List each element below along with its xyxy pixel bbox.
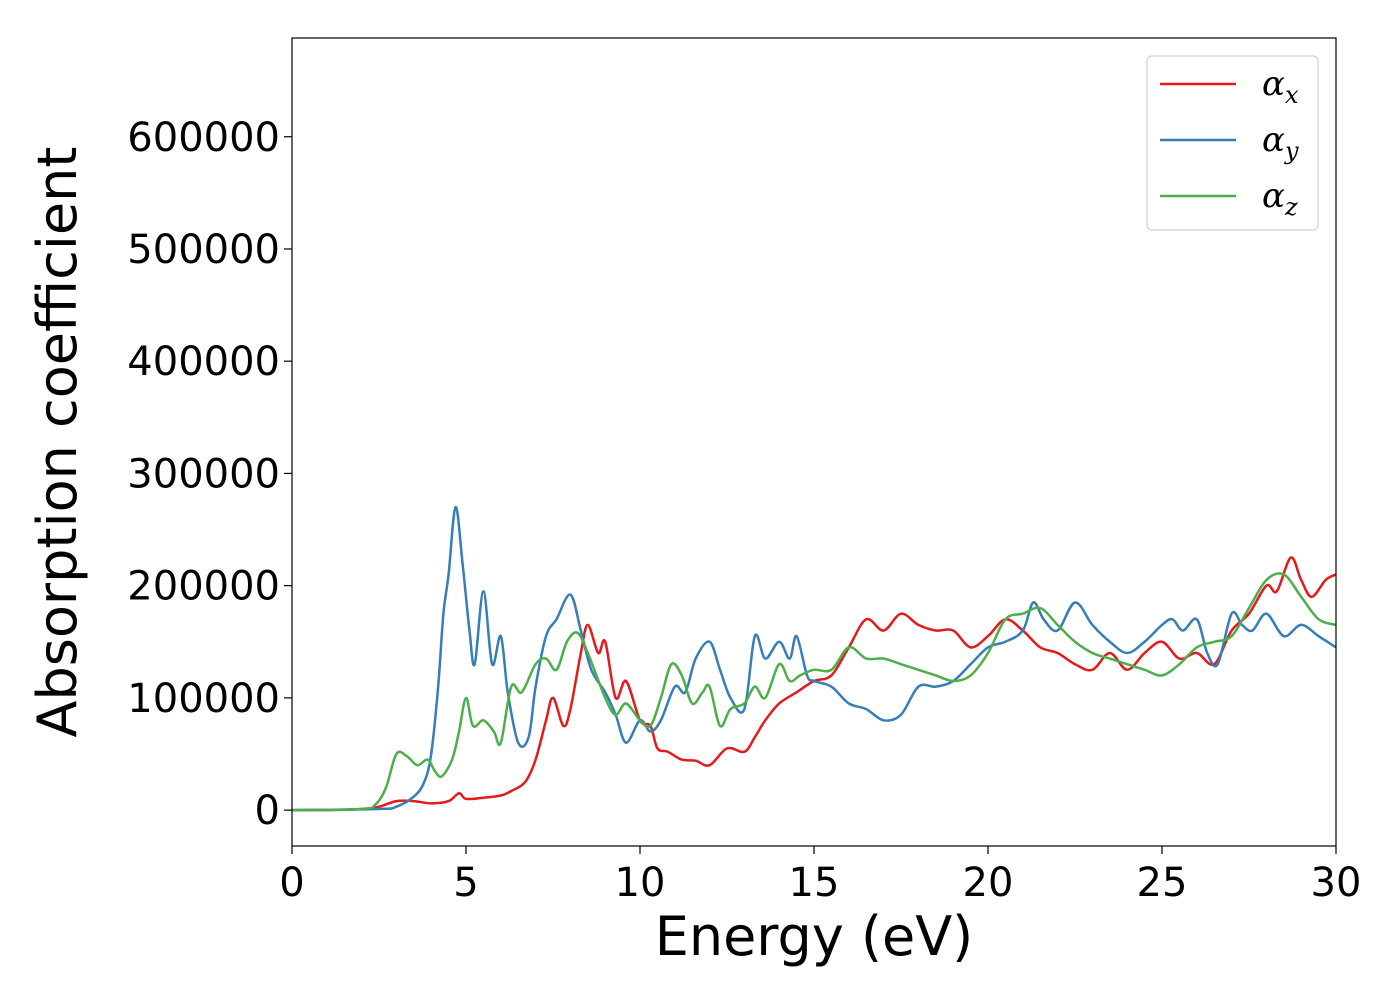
y-tick-label: 300000 <box>127 451 280 497</box>
x-tick-label: 5 <box>453 860 478 906</box>
legend-subscript: x <box>1285 81 1299 109</box>
legend-subscript: y <box>1284 137 1299 165</box>
y-tick-label: 100000 <box>127 676 280 722</box>
y-tick-label: 400000 <box>127 339 280 385</box>
series-layer <box>292 505 1336 812</box>
y-tick-label: 600000 <box>127 115 280 161</box>
x-axis-ticks: 0 5 10 15 20 25 30 <box>279 846 1361 906</box>
x-tick-label: 10 <box>615 860 666 906</box>
x-tick-label: 20 <box>963 860 1014 906</box>
x-tick-label: 30 <box>1311 860 1362 906</box>
y-axis-label: Absorption coefficient <box>26 147 89 738</box>
series-line-alpha-x <box>292 556 1336 812</box>
x-tick-label: 15 <box>789 860 840 906</box>
x-axis-label: Energy (eV) <box>655 905 974 968</box>
y-tick-label: 500000 <box>127 227 280 273</box>
y-tick-label: 0 <box>255 788 280 834</box>
x-tick-label: 25 <box>1137 860 1188 906</box>
legend-subscript: z <box>1284 193 1298 221</box>
series-line-alpha-z <box>292 572 1336 812</box>
legend-box <box>1146 55 1319 231</box>
y-axis-ticks: 0 100000 200000 300000 400000 500000 600000 <box>127 115 292 834</box>
y-tick-label: 200000 <box>127 564 280 610</box>
x-tick-label: 0 <box>279 860 304 906</box>
series-line-alpha-y <box>292 505 1336 812</box>
